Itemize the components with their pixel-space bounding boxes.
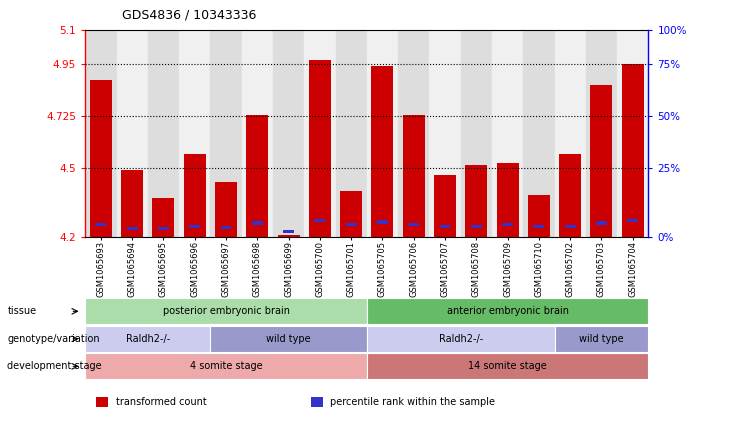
Bar (179, 30, 210, 237)
Bar (591, 85, 612, 237)
Bar (461, 30, 492, 237)
Bar (596, 222, 607, 225)
Bar (283, 230, 294, 233)
Text: percentile rank within the sample: percentile rank within the sample (330, 397, 496, 407)
Text: Raldh2-/-: Raldh2-/- (439, 334, 483, 344)
Bar (408, 222, 419, 226)
Bar (622, 64, 644, 237)
Bar (336, 30, 367, 237)
Bar (246, 115, 268, 237)
Bar (429, 30, 461, 237)
Text: GDS4836 / 10343336: GDS4836 / 10343336 (122, 8, 256, 21)
Bar (617, 30, 648, 237)
Bar (627, 219, 638, 222)
Bar (221, 226, 231, 229)
Bar (492, 30, 523, 237)
Bar (439, 225, 451, 228)
Text: transformed count: transformed count (116, 397, 206, 407)
Bar (434, 175, 456, 237)
Bar (273, 30, 305, 237)
Bar (158, 227, 169, 231)
Bar (210, 30, 242, 237)
Text: wild type: wild type (266, 334, 311, 344)
Bar (471, 225, 482, 228)
Text: wild type: wild type (579, 334, 624, 344)
Bar (309, 60, 330, 237)
Text: 4 somite stage: 4 somite stage (190, 361, 262, 371)
Bar (371, 66, 393, 237)
Bar (340, 191, 362, 237)
Bar (116, 30, 147, 237)
Bar (153, 198, 174, 237)
Bar (314, 219, 325, 222)
Bar (189, 225, 200, 228)
Bar (465, 165, 488, 237)
Text: anterior embryonic brain: anterior embryonic brain (447, 306, 568, 316)
Bar (242, 30, 273, 237)
Text: genotype/variation: genotype/variation (7, 334, 100, 344)
Bar (523, 30, 554, 237)
Bar (586, 30, 617, 237)
Bar (147, 30, 179, 237)
Bar (96, 222, 107, 226)
Text: 14 somite stage: 14 somite stage (468, 361, 547, 371)
Bar (502, 222, 513, 226)
Bar (403, 115, 425, 237)
Bar (367, 30, 398, 237)
Bar (534, 225, 545, 228)
Text: tissue: tissue (7, 306, 36, 316)
Bar (278, 235, 299, 237)
Text: posterior embryonic brain: posterior embryonic brain (162, 306, 290, 316)
Bar (127, 227, 138, 231)
Bar (252, 222, 263, 225)
Bar (565, 225, 576, 228)
Bar (559, 154, 581, 237)
Bar (122, 170, 143, 237)
Bar (215, 181, 237, 237)
Bar (398, 30, 429, 237)
Bar (554, 30, 586, 237)
Bar (85, 30, 116, 237)
Bar (90, 80, 112, 237)
Bar (496, 163, 519, 237)
Bar (345, 222, 356, 226)
Bar (528, 195, 550, 237)
Text: Raldh2-/-: Raldh2-/- (126, 334, 170, 344)
Bar (184, 154, 206, 237)
Bar (377, 220, 388, 223)
Bar (305, 30, 336, 237)
Text: development stage: development stage (7, 361, 102, 371)
